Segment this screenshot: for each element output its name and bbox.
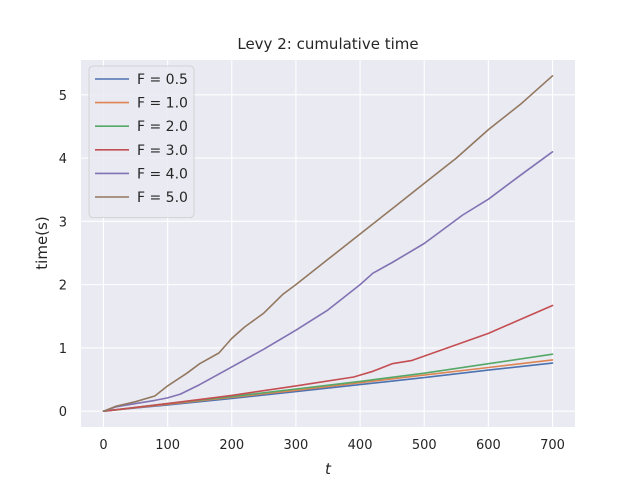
series-line-3 <box>102 304 554 413</box>
series-line-5 <box>102 75 554 413</box>
x-tick-label: 100 <box>155 438 180 453</box>
x-tick-label: 600 <box>476 438 501 453</box>
tick-layer: 0 100 200 300 400 500 600 700 0 1 2 3 4 5 <box>59 89 565 453</box>
y-tick-label: 3 <box>59 215 67 230</box>
y-tick-label: 0 <box>59 405 67 420</box>
y-tick-label: 1 <box>59 342 67 357</box>
x-tick-label: 400 <box>348 438 373 453</box>
legend-label-2: F = 2.0 <box>137 119 188 135</box>
legend-label-4: F = 4.0 <box>137 166 188 182</box>
x-tick-label: 700 <box>540 438 565 453</box>
series-line-4 <box>102 151 554 413</box>
legend-label-1: F = 1.0 <box>137 96 188 112</box>
legend: F = 0.5 F = 1.0 F = 2.0 F = 3.0 F = 4.0 F = 5… <box>88 65 195 219</box>
x-tick-label: 500 <box>412 438 437 453</box>
y-tick-label: 2 <box>59 279 67 294</box>
x-tick-label: 0 <box>99 438 107 453</box>
y-tick-label: 4 <box>59 152 67 167</box>
series-layer <box>102 75 554 413</box>
x-tick-label: 300 <box>284 438 309 453</box>
legend-label-0: F = 0.5 <box>137 72 188 88</box>
legend-frame <box>88 65 195 219</box>
y-axis-label: time(s) <box>33 216 51 269</box>
legend-label-3: F = 3.0 <box>137 143 188 159</box>
x-tick-label: 200 <box>219 438 244 453</box>
legend-label-5: F = 5.0 <box>137 190 188 206</box>
x-axis-label: t <box>325 460 332 478</box>
chart-title: Levy 2: cumulative time <box>237 35 418 53</box>
y-tick-label: 5 <box>59 89 67 104</box>
